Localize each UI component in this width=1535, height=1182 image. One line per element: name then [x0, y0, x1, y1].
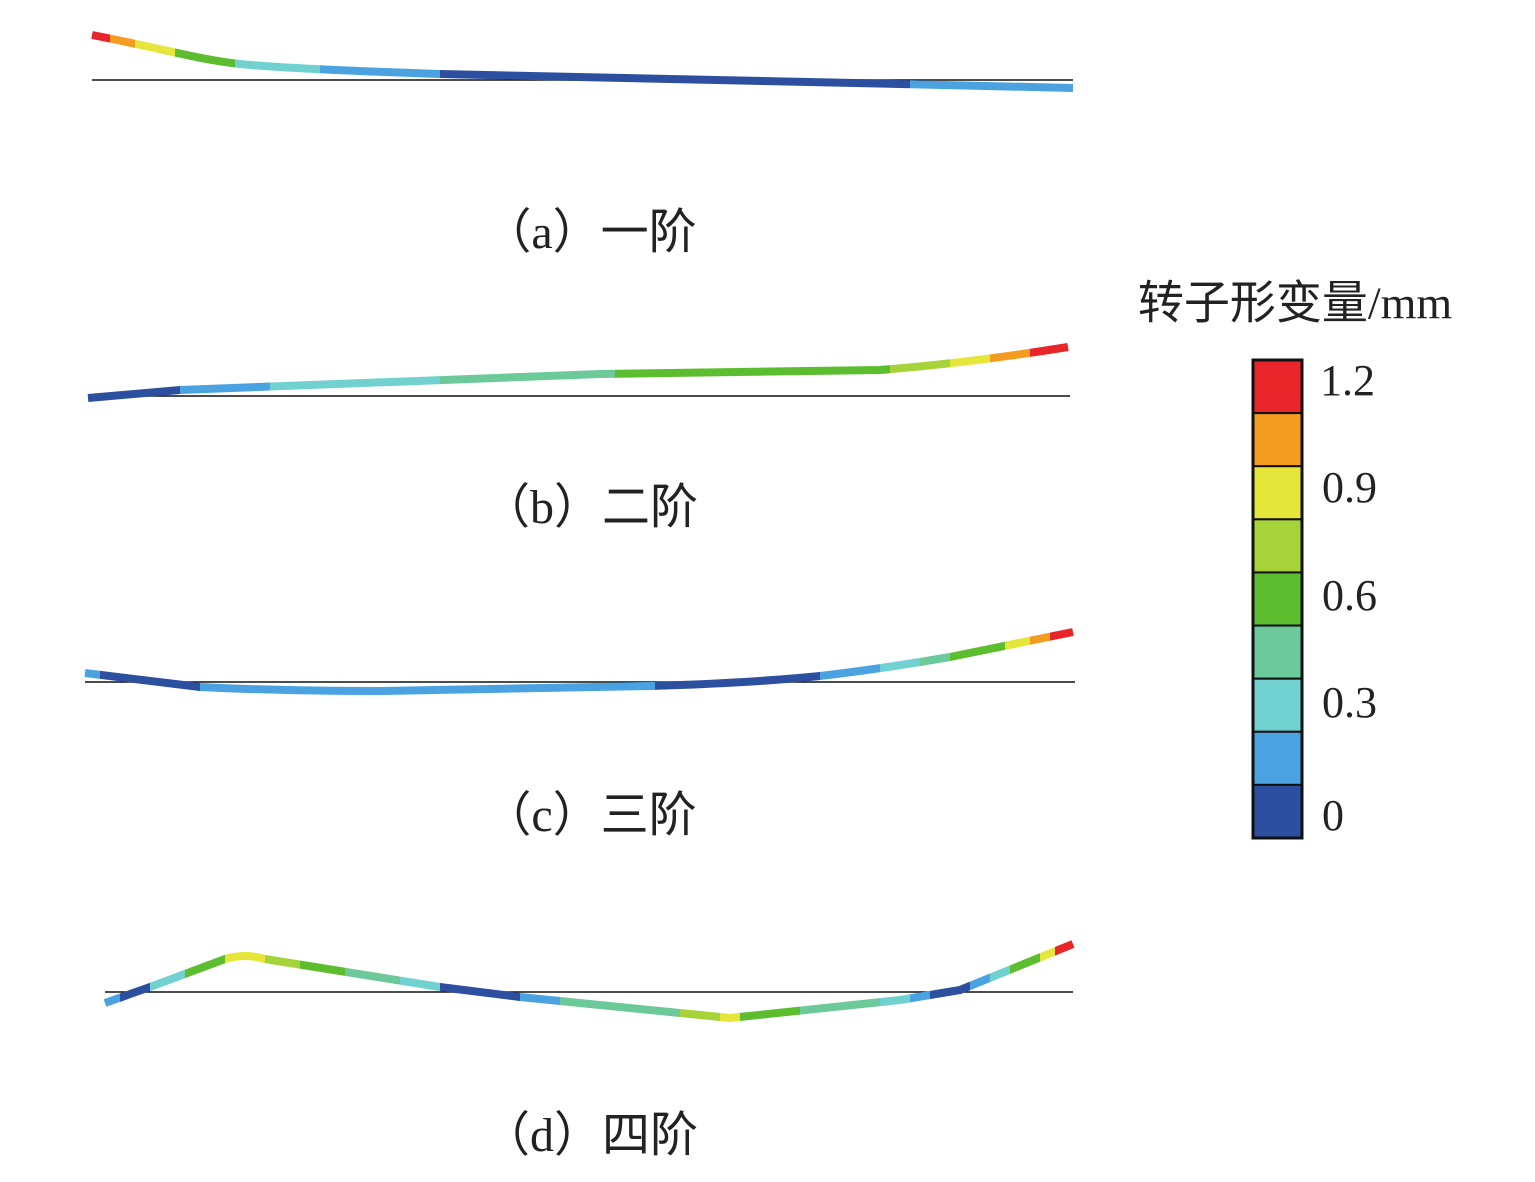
colorbar-title: 转子形变量/mm [1138, 278, 1453, 329]
mode-curve [87, 343, 1069, 402]
colorbar-cell [1252, 412, 1303, 468]
colorbar-label: 0.9 [1322, 463, 1377, 512]
mode-shapes: （a）一阶 （b）二阶 （c）三阶 （d）四阶 [84, 31, 1075, 1162]
colorbar-cell [1252, 624, 1303, 680]
colorbar-cell [1252, 783, 1303, 840]
caption: （d）四阶 [482, 1109, 698, 1162]
colorbar-label: 0.6 [1322, 571, 1377, 620]
colorbar-cell [1252, 518, 1303, 574]
mode-curve [91, 31, 1074, 92]
colorbar-cell [1252, 730, 1303, 786]
mode-curve [103, 940, 1075, 1022]
colorbar-cell [1252, 359, 1303, 415]
colorbar-cell [1252, 465, 1303, 521]
colorbar-cell [1252, 571, 1303, 627]
caption: （c）三阶 [483, 789, 696, 842]
colorbar-frame [1251, 358, 1304, 840]
colorbar: 转子形变量/mm 1.2 0.9 0.6 0.3 0 [1138, 278, 1453, 841]
colorbar-label: 0.3 [1322, 678, 1377, 727]
colorbar-cell [1252, 677, 1303, 733]
mode-curve [84, 628, 1074, 695]
caption: （a）一阶 [483, 206, 696, 259]
colorbar-label: 0 [1322, 791, 1344, 840]
colorbar-label: 1.2 [1320, 356, 1375, 405]
caption: （b）二阶 [482, 481, 698, 534]
